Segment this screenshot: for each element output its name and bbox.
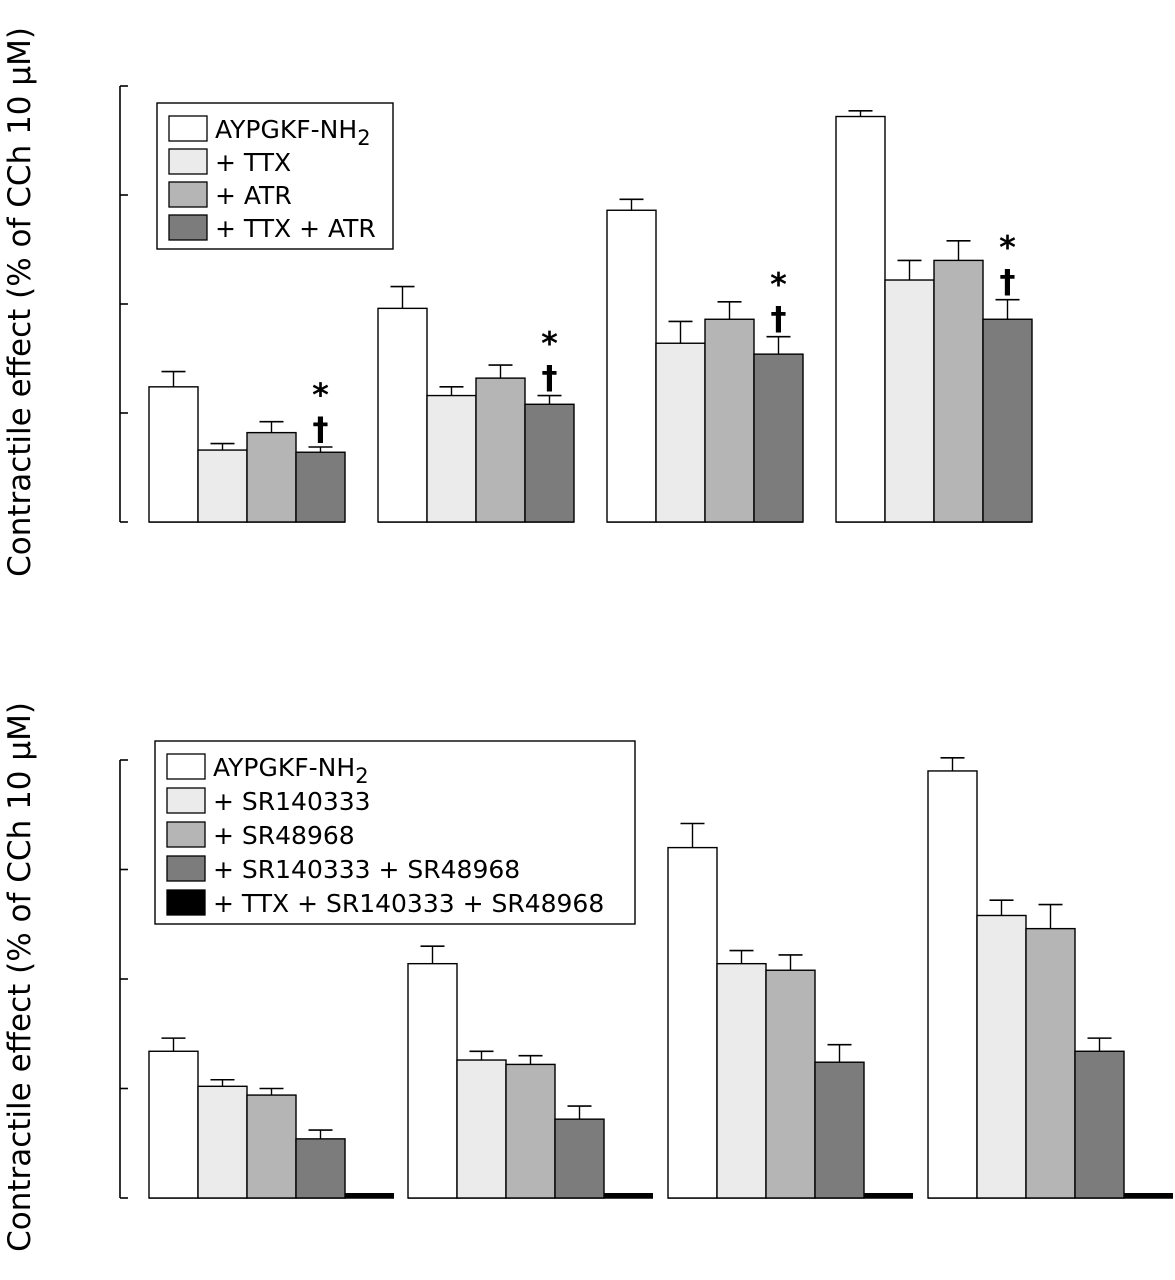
bar <box>1124 1193 1173 1198</box>
bar <box>765 969 816 1199</box>
bar <box>1025 927 1076 1199</box>
bar <box>295 451 346 523</box>
bar <box>475 377 526 523</box>
bar <box>426 394 477 523</box>
bar <box>197 449 248 523</box>
bar <box>246 431 297 523</box>
significance-marker: * † <box>999 229 1016 301</box>
bar <box>524 403 575 523</box>
bar <box>148 386 199 523</box>
significance-marker: * † <box>541 325 558 397</box>
legend-label: + ATR <box>215 181 292 210</box>
significance-marker: * † <box>312 376 329 448</box>
legend-label: + SR140333 + SR48968 <box>213 855 520 884</box>
chart-panel-a: * †* †* †* †AYPGKF-NH2+ TTX+ ATR+ TTX + ATR <box>119 85 1033 523</box>
bar <box>753 353 804 523</box>
bar <box>814 1061 865 1199</box>
bar <box>377 307 428 523</box>
legend-swatch <box>166 821 206 848</box>
bar <box>246 1094 297 1199</box>
legend-box <box>154 740 636 925</box>
bar <box>927 770 978 1199</box>
legend-swatch <box>166 753 206 780</box>
bar <box>976 914 1027 1199</box>
legend-swatch <box>168 115 208 142</box>
bar <box>505 1063 556 1199</box>
bar <box>554 1118 605 1199</box>
legend-label: + TTX + ATR <box>215 214 376 243</box>
bar <box>704 318 755 523</box>
bar <box>197 1085 248 1199</box>
chart-panel-b: AYPGKF-NH2+ SR140333+ SR48968+ SR140333 … <box>119 740 1173 1199</box>
legend-label: + TTX + SR140333 + SR48968 <box>213 889 604 918</box>
legend-swatch <box>168 181 208 208</box>
bar <box>606 209 657 523</box>
bar <box>1074 1050 1125 1199</box>
y-axis-label-b: Contractile effect (% of CCh 10 μM) <box>2 702 38 1252</box>
bar <box>655 342 706 523</box>
legend-swatch <box>166 855 206 882</box>
bar <box>295 1138 346 1199</box>
bar <box>933 259 984 523</box>
bar <box>716 962 767 1199</box>
bar <box>667 846 718 1199</box>
bar <box>835 115 886 523</box>
legend-swatch <box>166 889 206 916</box>
bar <box>982 318 1033 523</box>
legend-label: + SR48968 <box>213 821 355 850</box>
bar <box>604 1193 653 1198</box>
legend-label: + SR140333 <box>213 787 371 816</box>
bar <box>864 1193 913 1198</box>
bar <box>884 279 935 523</box>
legend-swatch <box>168 148 208 175</box>
legend-label: + TTX <box>215 148 291 177</box>
legend-swatch <box>168 214 208 241</box>
bar <box>456 1059 507 1199</box>
bar <box>148 1050 199 1199</box>
y-axis-label-a: Contractile effect (% of CCh 10 μM) <box>2 27 38 577</box>
bar <box>407 962 458 1199</box>
bar <box>345 1193 394 1198</box>
significance-marker: * † <box>770 266 787 338</box>
legend-swatch <box>166 787 206 814</box>
